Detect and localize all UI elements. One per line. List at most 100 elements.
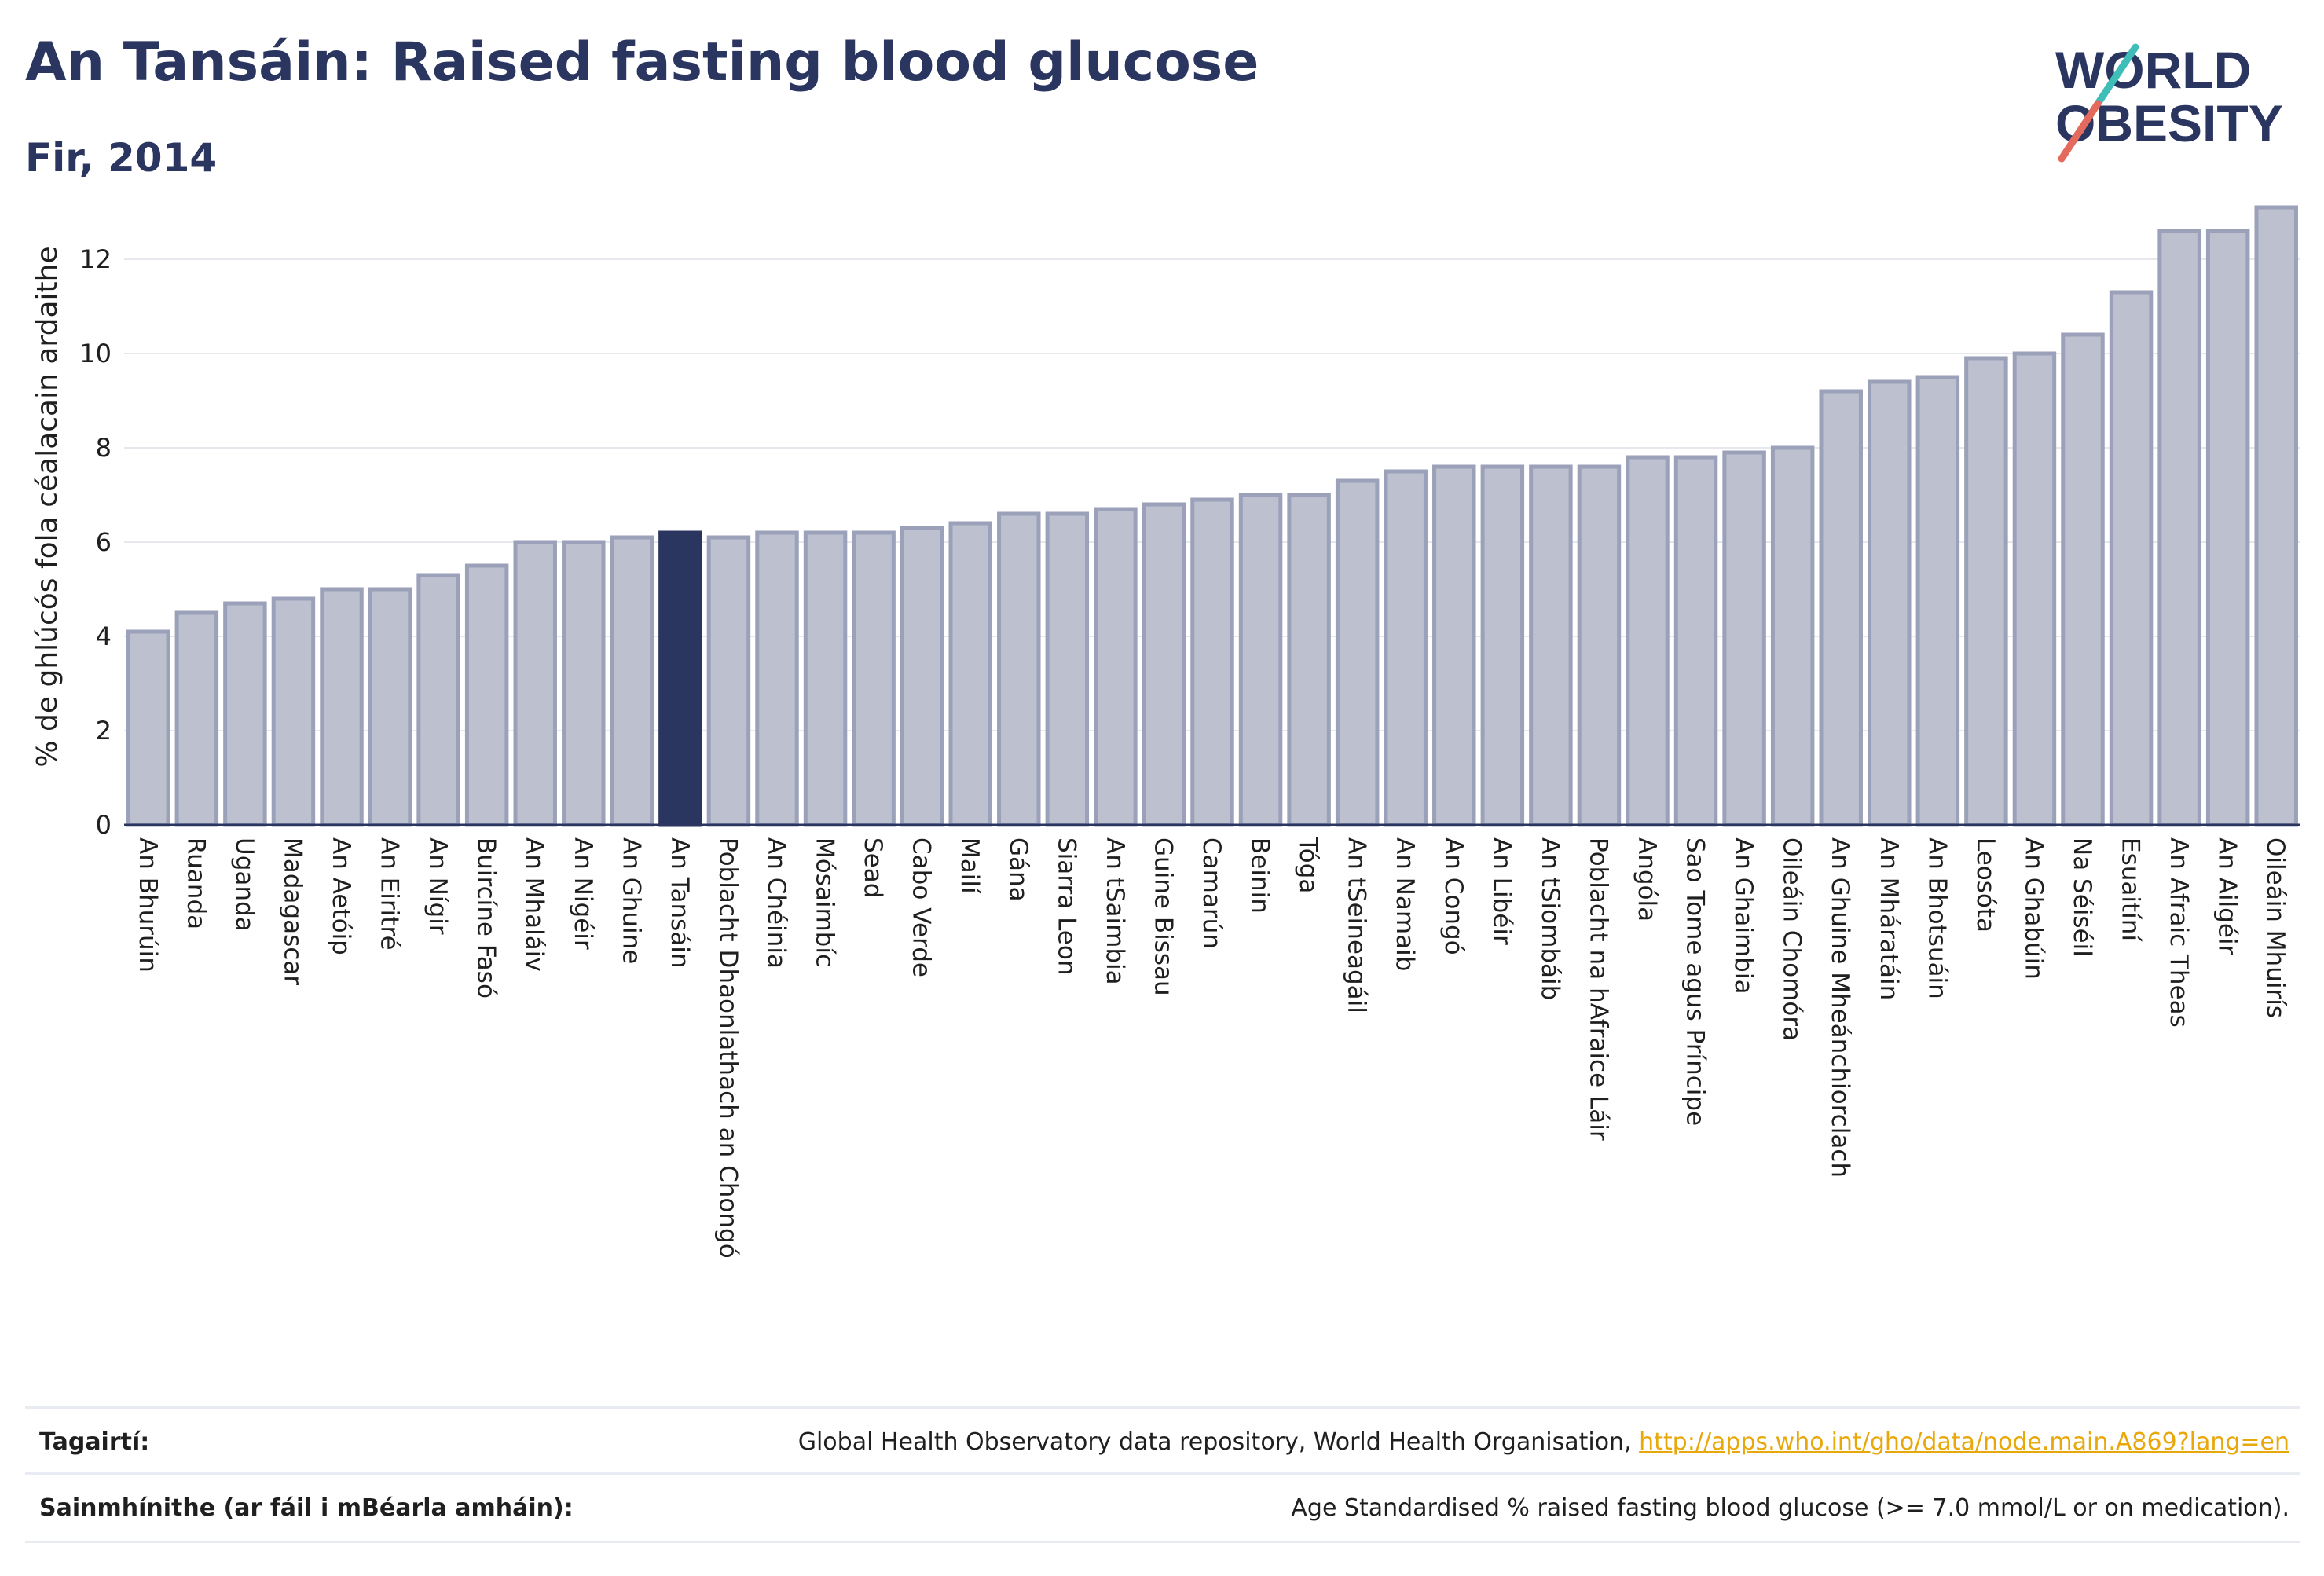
x-tick-label: Oileáin Chomóra — [1778, 837, 1806, 1041]
bar — [223, 601, 267, 827]
bar — [997, 511, 1041, 827]
x-tick-label: An Tansáin — [665, 837, 694, 969]
bar — [1868, 379, 1912, 827]
bar — [2157, 229, 2201, 827]
x-tick-label: An Bhotsuáin — [1923, 837, 1951, 999]
x-tick-label: An Afraic Theas — [2165, 837, 2193, 1028]
references-label: Tagairtí: — [39, 1428, 150, 1456]
bar — [1190, 497, 1234, 827]
x-tick-label: An Mháratáin — [1875, 837, 1903, 1000]
bar — [1094, 507, 1138, 827]
page-title: An Tansáin: Raised fasting blood glucose — [25, 31, 1259, 93]
y-tick-label: 10 — [79, 339, 112, 368]
x-tick-label: Ruanda — [181, 837, 210, 929]
x-tick-label: An Ghabúin — [2019, 837, 2047, 980]
bar — [2205, 229, 2250, 827]
x-tick-label: An Libéir — [1487, 837, 1516, 945]
bar — [852, 530, 896, 827]
x-tick-label: An Aetóip — [327, 837, 355, 955]
bar — [1287, 493, 1331, 827]
references-row: Tagairtí: Global Health Observatory data… — [25, 1406, 2300, 1475]
x-tick-label: Cabo Verde — [907, 837, 936, 977]
x-tick-label: Gána — [1004, 837, 1032, 902]
x-tick-label: Oileáin Mhuirís — [2261, 837, 2289, 1018]
bar — [1335, 478, 1380, 827]
y-tick-label: 6 — [96, 527, 112, 557]
bar — [1432, 464, 1476, 827]
y-tick-label: 2 — [96, 716, 112, 746]
x-tick-label: An Ghaimbia — [1729, 837, 1758, 994]
bar — [803, 530, 848, 827]
x-tick-label: Sead — [859, 837, 887, 898]
x-tick-label: Tóga — [1294, 837, 1322, 893]
x-tick-label: An Namaib — [1391, 837, 1419, 971]
x-tick-label: An Nigéir — [569, 837, 597, 950]
x-tick-label: Mailí — [955, 837, 984, 895]
bar — [1529, 464, 1573, 827]
bar — [1673, 455, 1718, 827]
x-tick-label: Na Séiséil — [2068, 837, 2096, 957]
x-tick-label: Mósaimbíc — [811, 837, 839, 967]
x-tick-label: Poblacht Dhaonlathach an Chongó — [713, 837, 742, 1259]
bar — [126, 629, 170, 827]
references-link[interactable]: http://apps.who.int/gho/data/node.main.A… — [1639, 1428, 2289, 1456]
bar — [948, 521, 992, 827]
bar — [900, 526, 944, 827]
bar — [755, 530, 799, 827]
y-axis-label: % de ghlúcós fola céalacain ardaithe — [31, 246, 64, 767]
x-tick-label: Angóla — [1633, 837, 1661, 922]
x-tick-label: An tSiombáib — [1536, 837, 1564, 1000]
references-text: Global Health Observatory data repositor… — [797, 1428, 1640, 1456]
bar — [1915, 375, 1960, 827]
bar — [464, 563, 509, 827]
bar-chart: 0 2 4 6 8 10 12 An Bhurúin Ruanda Uganda Madagasc… — [31, 205, 2300, 1259]
world-obesity-logo: WORLD OBESITY — [2055, 41, 2283, 163]
bar — [1722, 450, 1766, 827]
bar — [1964, 356, 2008, 827]
y-tick-label: 12 — [79, 244, 112, 274]
x-tick-label: An Mhaláiv — [520, 837, 548, 972]
bar — [1142, 502, 1186, 827]
y-tick-label: 4 — [96, 621, 112, 651]
x-tick-label: Uganda — [230, 837, 258, 932]
x-tick-label: An Eiritré — [376, 837, 404, 951]
x-tick-label: An Ghuine Mheánchiorclach — [1826, 837, 1854, 1178]
y-tick-label: 8 — [96, 433, 112, 463]
x-tick-label: Siarra Leon — [1052, 837, 1080, 976]
bar — [610, 535, 654, 827]
bar — [2109, 290, 2154, 827]
bar — [320, 587, 364, 827]
x-tick-label: An Chéinia — [762, 837, 790, 969]
x-tick-label: An Nígir — [423, 837, 452, 935]
bar — [1577, 464, 1622, 827]
bar — [1819, 389, 1863, 827]
x-tick-label: Camarún — [1197, 837, 1226, 949]
x-tick-label: Leosóta — [1971, 837, 2000, 933]
bar — [1238, 493, 1283, 827]
definitions-row: Sainmhínithe (ar fáil i mBéarla amháin):… — [25, 1472, 2300, 1543]
x-tick-label: Beinin — [1246, 837, 1274, 914]
y-tick-label: 0 — [96, 810, 112, 840]
x-tick-label: An Congó — [1439, 837, 1468, 955]
bar — [2061, 332, 2105, 827]
bar — [2012, 351, 2057, 827]
bars — [126, 205, 2298, 827]
page-subtitle: Fir, 2014 — [25, 135, 218, 181]
references-value: Global Health Observatory data repositor… — [798, 1428, 2300, 1456]
bar — [416, 573, 460, 827]
bar — [562, 540, 606, 827]
bar — [174, 610, 219, 827]
y-tick-labels: 0 2 4 6 8 10 12 — [79, 244, 112, 840]
bar — [706, 535, 751, 827]
x-tick-label: An Ghuine — [617, 837, 645, 964]
x-tick-label: Esuaitíní — [2117, 837, 2145, 942]
svg-text:OBESITY: OBESITY — [2055, 94, 2283, 152]
x-tick-label: An tSaimbia — [1101, 837, 1129, 985]
x-tick-label: Poblacht na hAfraice Láir — [1584, 837, 1612, 1141]
bar — [1384, 469, 1428, 827]
x-tick-label: Sao Tome agus Príncipe — [1681, 837, 1710, 1126]
bar — [271, 596, 316, 827]
x-tick-label: An tSeineagáil — [1343, 837, 1371, 1013]
x-tick-label: Buircíne Fasó — [472, 837, 500, 999]
x-tick-label: An Bhurúin — [134, 837, 162, 973]
